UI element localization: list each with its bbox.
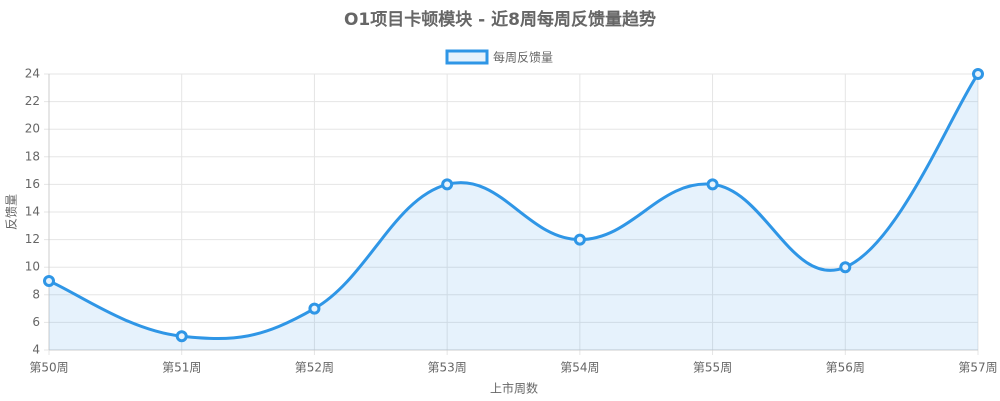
point <box>573 233 586 246</box>
x-tick-label: 第53周 <box>428 361 467 375</box>
area <box>49 74 978 350</box>
point <box>839 261 852 274</box>
point <box>43 275 55 287</box>
chart-title: O1项目卡顿模块 - 近8周每周反馈量趋势 <box>344 9 656 30</box>
y-tick-label: 6 <box>32 315 40 329</box>
y-tick-label: 22 <box>25 94 40 108</box>
x-tick-label: 第56周 <box>826 361 865 375</box>
point <box>441 178 454 191</box>
y-tick-label: 16 <box>25 177 40 191</box>
y-tick-label: 4 <box>32 343 40 357</box>
y-tick-label: 10 <box>25 260 40 274</box>
point <box>706 178 719 191</box>
y-tick-label: 8 <box>32 287 40 301</box>
point <box>175 330 188 343</box>
y-tick-label: 18 <box>25 149 40 163</box>
x-tick-label: 第55周 <box>693 361 732 375</box>
point <box>972 68 984 80</box>
y-tick-label: 12 <box>25 232 40 246</box>
x-axis-title: 上市周数 <box>490 381 538 396</box>
legend-swatch <box>445 49 489 65</box>
y-tick-label: 14 <box>25 205 40 219</box>
x-tick-label: 第54周 <box>560 361 599 375</box>
legend-label: 每周反馈量 <box>493 50 553 65</box>
y-axis-title: 反馈量 <box>5 194 19 230</box>
x-tick-label: 第57周 <box>958 361 997 375</box>
x-tick-label: 第50周 <box>29 361 68 375</box>
x-tick-label: 第52周 <box>295 361 334 375</box>
y-tick-label: 24 <box>25 67 40 81</box>
x-tick-label: 第51周 <box>162 361 201 375</box>
y-tick-label: 20 <box>25 122 40 136</box>
point <box>308 302 321 315</box>
